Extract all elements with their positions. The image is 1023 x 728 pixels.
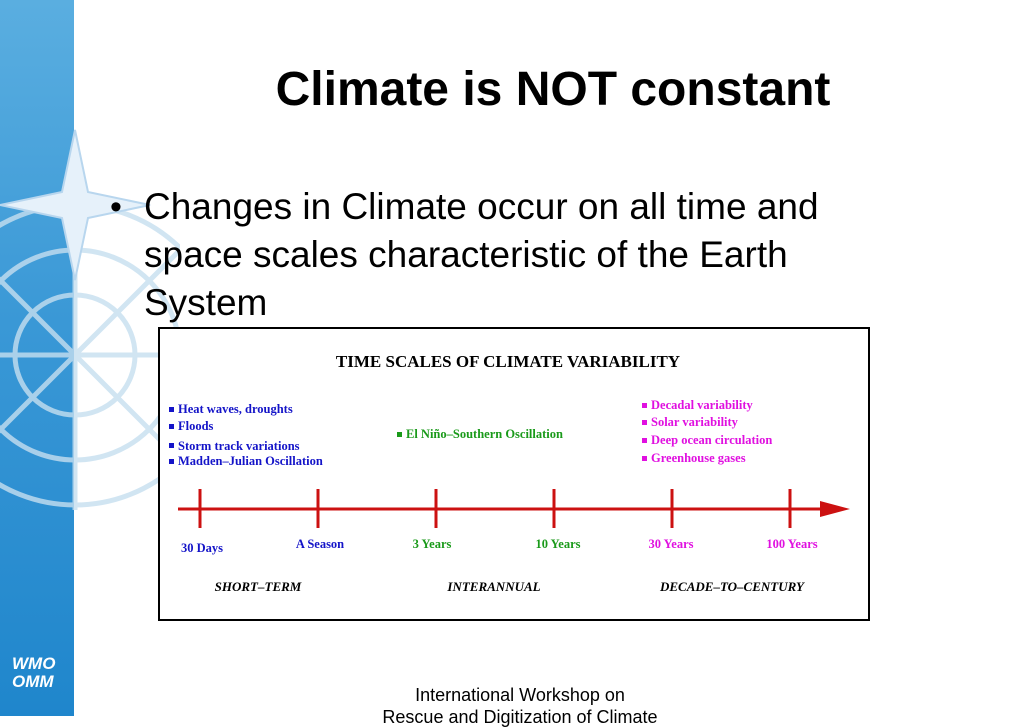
- timescale-diagram: TIME SCALES OF CLIMATE VARIABILITY Heat …: [169, 352, 850, 594]
- timescale-figure: TIME SCALES OF CLIMATE VARIABILITY Heat …: [158, 327, 870, 621]
- tick-label-30-years: 30 Years: [648, 537, 693, 551]
- short-item-3: Storm track variations: [178, 439, 300, 453]
- wmo-logo: WMO OMM: [12, 655, 55, 691]
- bullet-item: • Changes in Climate occur on all time a…: [110, 183, 890, 327]
- category-decade-to-century: DECADE–TO–CENTURY: [659, 579, 805, 594]
- footer-line-2: Rescue and Digitization of Climate: [382, 707, 658, 727]
- decadal-item-2: Solar variability: [651, 415, 739, 429]
- logo-line-2: OMM: [12, 672, 54, 691]
- sidebar-band: [0, 0, 74, 716]
- footer: International Workshop on Rescue and Dig…: [330, 684, 710, 728]
- category-interannual: INTERANNUAL: [446, 579, 540, 594]
- footer-line-1: International Workshop on: [415, 685, 625, 705]
- short-item-2: Floods: [178, 419, 214, 433]
- short-item-4: Madden–Julian Oscillation: [178, 454, 323, 468]
- short-item-1: Heat waves, droughts: [178, 402, 293, 416]
- tick-label-a-season: A Season: [296, 537, 344, 551]
- tick-label-3-years: 3 Years: [413, 537, 452, 551]
- tick-label-30-days: 30 Days: [181, 541, 223, 555]
- slide-title: Climate is NOT constant: [275, 63, 831, 116]
- decadal-item-3: Deep ocean circulation: [651, 433, 772, 447]
- category-short-term: SHORT–TERM: [215, 579, 302, 594]
- decadal-item-1: Decadal variability: [651, 398, 753, 412]
- tick-label-10-years: 10 Years: [535, 537, 580, 551]
- figure-title: TIME SCALES OF CLIMATE VARIABILITY: [336, 352, 680, 371]
- bullet-dot-icon: •: [110, 188, 122, 226]
- bullet-text: Changes in Climate occur on all time and…: [144, 186, 819, 323]
- interannual-item-1: El Niño–Southern Oscillation: [406, 427, 563, 441]
- decadal-item-4: Greenhouse gases: [651, 451, 746, 465]
- star-icon: [0, 129, 151, 281]
- tick-label-100-years: 100 Years: [766, 537, 817, 551]
- logo-line-1: WMO: [12, 654, 56, 673]
- timeline-arrowhead-icon: [820, 501, 850, 517]
